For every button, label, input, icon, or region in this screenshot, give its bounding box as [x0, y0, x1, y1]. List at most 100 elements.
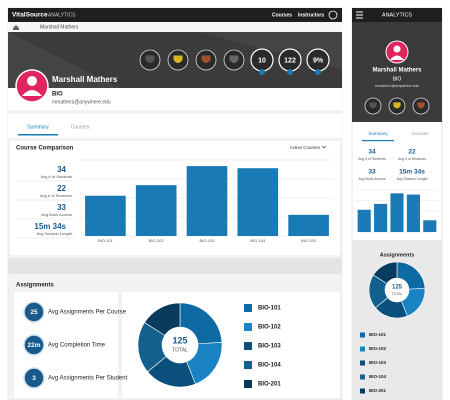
- donut-hole: [385, 278, 409, 302]
- bar-label: BIO-104: [250, 238, 266, 243]
- profile-name: Marshall Mathers: [372, 68, 422, 74]
- user-icon[interactable]: [328, 10, 338, 20]
- tab[interactable]: Courses: [412, 131, 430, 136]
- legend-swatch: [244, 342, 252, 350]
- badge-shield: [173, 55, 183, 63]
- badge-shield: [145, 55, 155, 63]
- mobile-tab-underline: [362, 140, 394, 142]
- bar-label: BIO-101: [98, 238, 114, 243]
- home-icon[interactable]: [13, 25, 19, 30]
- mobile-avatar-head: [393, 45, 401, 53]
- count-value: 122: [284, 57, 296, 64]
- bar: [357, 209, 371, 232]
- badge-shield: [201, 55, 211, 63]
- breadcrumb-bar: [8, 22, 342, 32]
- stat-value: 22: [408, 149, 416, 156]
- profile-course: BIO: [52, 92, 63, 98]
- dropdown-caret[interactable]: [321, 145, 327, 149]
- stat-value: 3: [32, 375, 36, 382]
- profile-email: mmathers@anywhere.edu: [52, 99, 111, 105]
- menu-icon[interactable]: [356, 11, 363, 19]
- legend-label: BIO-104: [369, 374, 387, 379]
- stat-value: 22m: [27, 342, 40, 349]
- donut-total-label: TOTAL: [392, 292, 403, 296]
- stat-label: Avg Session Length: [36, 231, 72, 236]
- stat-circle: [23, 334, 45, 356]
- legend-swatch: [244, 380, 252, 388]
- section-title: Assignments: [380, 252, 415, 258]
- stat-value: 34: [368, 149, 376, 156]
- count-icon: [287, 69, 293, 75]
- legend-label: BIO-103: [258, 344, 281, 350]
- stat-value: 25: [30, 309, 38, 316]
- nav-link[interactable]: Courses: [272, 12, 292, 18]
- count-icon: [259, 69, 265, 75]
- bar: [374, 203, 388, 232]
- badge-shield: [229, 55, 239, 63]
- bar: [186, 166, 228, 236]
- bar: [390, 193, 404, 232]
- legend-swatch: [244, 323, 252, 331]
- tab-bar: [8, 114, 342, 138]
- count-value: 10: [258, 57, 266, 64]
- section-title: Assignments: [16, 283, 54, 289]
- desktop-nav: [8, 8, 342, 22]
- legend-swatch: [360, 360, 365, 366]
- stat-label: Avg # of Sessions: [398, 157, 426, 161]
- stat-label: Avg # of Students: [40, 174, 72, 179]
- legend-label: BIO-104: [258, 363, 281, 369]
- donut-total: 125: [172, 335, 187, 345]
- legend-label: BIO-102: [369, 346, 387, 351]
- stat-circle: [23, 367, 45, 389]
- legend-label: BIO-102: [258, 325, 281, 331]
- nav-link[interactable]: Instructors: [298, 12, 324, 18]
- tab[interactable]: Summary: [368, 131, 388, 136]
- profile-name: Marshall Mathers: [52, 75, 118, 84]
- stat-label: Avg # of Students: [358, 157, 386, 161]
- stat-value: 15m 34s: [34, 222, 66, 231]
- badge-shield: [393, 102, 401, 109]
- profile-band: [8, 88, 342, 110]
- legend-label: BIO-101: [369, 332, 387, 337]
- stat-circle: [23, 301, 45, 323]
- section-title: Course Comparison: [16, 146, 74, 152]
- stat-value: 33: [368, 169, 376, 176]
- separator: [8, 258, 342, 274]
- bar: [288, 214, 329, 236]
- bar-label: BIO-102: [149, 238, 165, 243]
- breadcrumb[interactable]: Marshall Mathers: [40, 24, 79, 30]
- header-pattern: [8, 32, 342, 88]
- legend-label: BIO-201: [369, 388, 387, 393]
- avatar-body: [22, 90, 42, 96]
- stat-label: Avg Completion Time: [48, 343, 106, 349]
- stat-label: Avg # of Sessions: [40, 193, 72, 198]
- bar: [135, 185, 177, 236]
- bar: [423, 220, 437, 232]
- mobile-avatar-body: [390, 55, 404, 60]
- tab[interactable]: Courses: [71, 124, 90, 130]
- badge-shield: [417, 102, 425, 109]
- bar: [85, 195, 126, 236]
- count-icon: [315, 69, 321, 75]
- legend-label: BIO-101: [258, 306, 281, 312]
- donut-total: 125: [392, 285, 403, 291]
- mobile-nav: [352, 8, 442, 22]
- legend-swatch: [360, 374, 365, 380]
- bar: [237, 168, 279, 236]
- stat-label: Avg Session Length: [396, 177, 427, 181]
- active-tab-underline: [18, 134, 58, 136]
- legend-swatch: [244, 361, 252, 369]
- legend-swatch: [360, 388, 365, 394]
- tab[interactable]: Summary: [27, 124, 49, 130]
- badge-shield: [369, 102, 377, 109]
- profile-email: mmathers@anywhere.edu: [375, 84, 420, 88]
- count-value: 9%: [313, 57, 324, 64]
- bar-label: BIO-103: [200, 238, 216, 243]
- donut-total-label: TOTAL: [172, 347, 188, 353]
- donut-segment: [372, 261, 398, 284]
- legend-swatch: [360, 332, 365, 338]
- filter[interactable]: Active Courses: [290, 145, 321, 150]
- legend-swatch: [244, 304, 252, 312]
- profile-course: BIO: [393, 76, 402, 82]
